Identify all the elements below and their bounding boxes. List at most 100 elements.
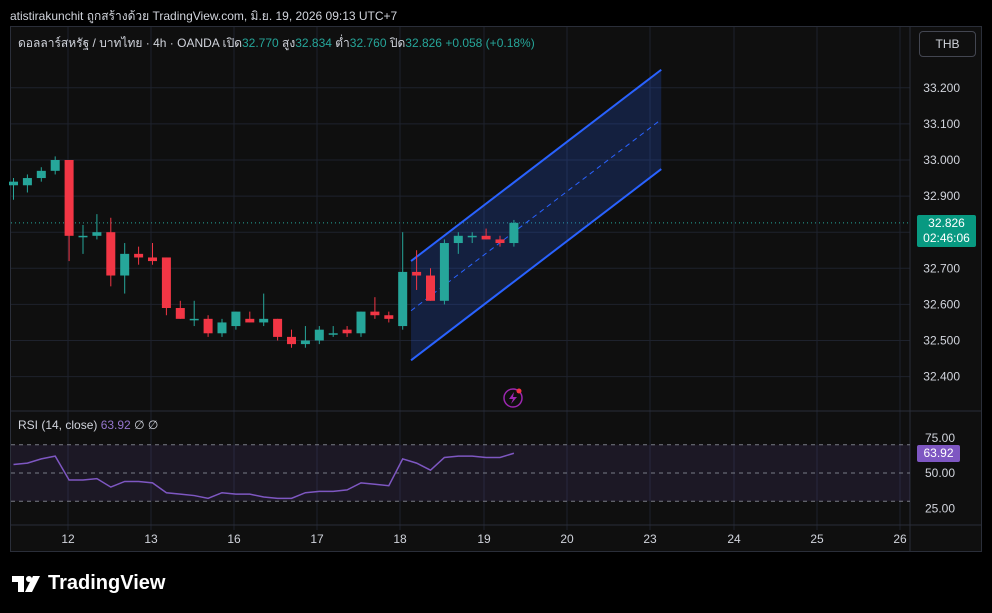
- candle: [64, 160, 74, 262]
- candle: [203, 315, 213, 337]
- candle: [287, 329, 296, 348]
- price-tick-label: 33.200: [923, 81, 960, 95]
- candle-body: [314, 329, 324, 341]
- candle: [78, 224, 88, 254]
- rsi-pane: [11, 444, 910, 502]
- symbol-name[interactable]: ดอลลาร์สหรัฐ / บาทไทย · 4h · OANDA: [18, 36, 220, 50]
- candle: [148, 243, 157, 265]
- candle: [509, 219, 519, 247]
- candle-body: [22, 178, 32, 186]
- price-tick-label: 32.700: [923, 261, 960, 275]
- candle-body: [189, 318, 199, 321]
- candle: [259, 293, 269, 327]
- candle-body: [106, 232, 116, 276]
- rsi-legend[interactable]: RSI (14, close) 63.92 ∅ ∅: [18, 418, 158, 432]
- rsi-value: 63.92: [100, 418, 131, 432]
- candle: [398, 232, 408, 330]
- candle: [217, 318, 227, 337]
- channel-mid: [410, 118, 662, 312]
- candle-body: [342, 329, 352, 334]
- currency-button[interactable]: THB: [919, 31, 976, 57]
- candle-body: [439, 243, 449, 301]
- grid: [11, 27, 981, 551]
- open-value: 32.770: [241, 36, 279, 50]
- candle: [453, 232, 463, 254]
- time-tick-label: 25: [810, 532, 824, 546]
- open-label: เปิด: [222, 36, 242, 50]
- candle-body: [481, 235, 491, 240]
- candle-body: [412, 271, 422, 276]
- time-tick-label: 23: [643, 532, 657, 546]
- candle-body: [426, 275, 435, 301]
- tradingview-logo-icon: [12, 575, 40, 592]
- candle: [467, 232, 477, 244]
- symbol-legend: ดอลลาร์สหรัฐ / บาทไทย · 4h · OANDA เปิด3…: [18, 34, 535, 53]
- rsi-label: RSI (14, close): [18, 418, 98, 432]
- candle: [120, 243, 130, 294]
- candle-body: [203, 318, 213, 334]
- candle: [175, 300, 185, 319]
- time-tick-label: 18: [393, 532, 407, 546]
- price-tick-label: 32.900: [923, 189, 960, 203]
- price-tick-label: 32.600: [923, 297, 960, 311]
- candle: [384, 311, 394, 323]
- candle: [426, 268, 435, 301]
- candle-body: [161, 257, 171, 309]
- rsi-extra: ∅ ∅: [134, 418, 159, 432]
- candle: [328, 326, 338, 337]
- candle: [22, 174, 32, 193]
- candle-body: [134, 253, 144, 258]
- candle: [314, 326, 324, 345]
- time-tick-label: 24: [727, 532, 741, 546]
- candle-body: [217, 322, 227, 334]
- candle: [161, 257, 171, 316]
- candle-body: [370, 311, 380, 316]
- time-tick-label: 17: [310, 532, 324, 546]
- candle-body: [467, 235, 477, 238]
- candle: [412, 250, 422, 290]
- alert-icon[interactable]: [503, 388, 523, 408]
- candle: [481, 228, 491, 240]
- rsi-tick-label: 25.00: [925, 501, 955, 515]
- candle-body: [148, 257, 157, 262]
- high-label: สูง: [282, 36, 296, 50]
- candle-body: [453, 235, 463, 244]
- rsi-line: [13, 452, 515, 500]
- time-tick-label: 19: [477, 532, 491, 546]
- low-value: 32.760: [349, 36, 387, 50]
- candle: [356, 311, 366, 337]
- candle-body: [495, 239, 505, 244]
- high-value: 32.834: [295, 36, 332, 50]
- time-tick-label: 26: [893, 532, 907, 546]
- candle: [50, 156, 60, 175]
- candle: [300, 326, 310, 348]
- tradingview-logo: TradingView: [12, 572, 165, 595]
- candle-body: [50, 160, 60, 171]
- candle-body: [328, 333, 338, 335]
- candle-body: [273, 318, 283, 337]
- brand-name: TradingView: [48, 572, 166, 594]
- candle: [495, 235, 505, 247]
- time-tick-label: 16: [227, 532, 241, 546]
- candles: [9, 156, 519, 348]
- channel-lower: [410, 168, 662, 362]
- candle: [189, 300, 199, 327]
- candle-body: [9, 181, 18, 186]
- chart-panel[interactable]: [10, 26, 982, 552]
- close-label: ปิด: [389, 36, 406, 50]
- candle: [36, 167, 46, 182]
- chart-attribution: atistirakunchit ถูกสร้างด้วย TradingView…: [10, 9, 398, 23]
- candle-body: [120, 253, 130, 276]
- candle: [106, 217, 116, 287]
- bar-countdown: 02:46:06: [923, 231, 970, 245]
- candle-body: [64, 160, 74, 236]
- change-value: +0.058 (+0.18%): [445, 36, 535, 50]
- close-value: 32.826: [405, 36, 442, 50]
- candle-body: [398, 271, 408, 327]
- rsi-tick-label: 75.00: [925, 431, 955, 445]
- rsi-value-tag: 63.92: [917, 445, 960, 462]
- time-tick-label: 12: [61, 532, 75, 546]
- candle: [231, 311, 241, 330]
- candle-body: [245, 318, 255, 323]
